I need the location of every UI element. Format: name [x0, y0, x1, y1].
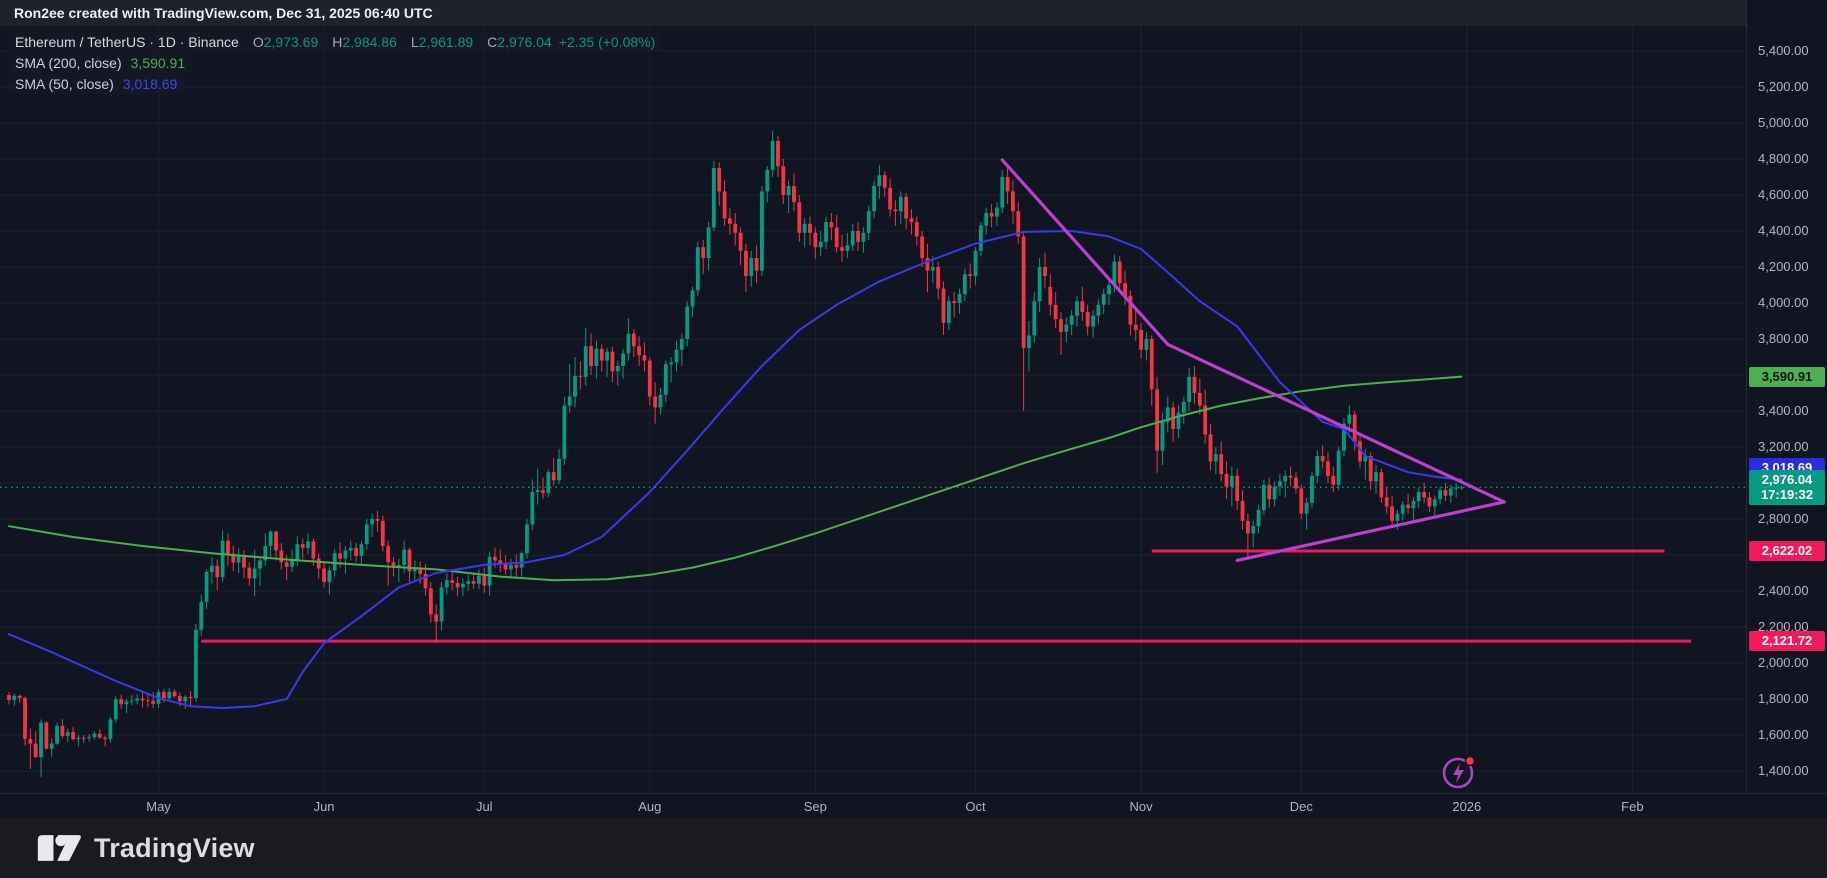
- indicator-row-sma200[interactable]: SMA (200, close) 3,590.91: [8, 53, 193, 73]
- price-tick: 5,400.00: [1758, 43, 1809, 58]
- attribution-text: Ron2ee created with TradingView.com, Dec…: [14, 5, 433, 21]
- price-tick: 4,200.00: [1758, 259, 1809, 274]
- indicator-label: SMA (50, close): [15, 76, 114, 92]
- price-tick: 4,600.00: [1758, 187, 1809, 202]
- time-label: 2026: [1452, 799, 1482, 814]
- price-tag: 2,622.02: [1749, 541, 1825, 562]
- price-tick: 2,200.00: [1758, 619, 1809, 634]
- price-tick: 4,400.00: [1758, 223, 1809, 238]
- time-label: Dec: [1289, 799, 1313, 814]
- price-tick: 2,000.00: [1758, 655, 1809, 670]
- price-tick: 3,400.00: [1758, 403, 1809, 418]
- time-label: Oct: [965, 799, 986, 814]
- price-tag: 2,976.04 17:19:32: [1749, 469, 1825, 505]
- indicator-value: 3,590.91: [130, 55, 186, 71]
- ascending-trendline: [1235, 500, 1506, 562]
- price-tick: 3,800.00: [1758, 331, 1809, 346]
- time-label: May: [146, 799, 171, 814]
- descending-trendline: [1000, 158, 1506, 504]
- indicator-value: 3,018.69: [122, 76, 178, 92]
- time-label: Sep: [803, 799, 827, 814]
- price-tick: 4,800.00: [1758, 151, 1809, 166]
- symbol-legend-row[interactable]: Ethereum / TetherUS · 1D · Binance O2,97…: [8, 32, 663, 52]
- symbol-title: Ethereum / TetherUS · 1D · Binance: [15, 34, 239, 50]
- indicator-label: SMA (200, close): [15, 55, 122, 71]
- price-tick: 1,800.00: [1758, 691, 1809, 706]
- price-scale[interactable]: 5,400.00 5,200.00 5,000.00 4,800.00 4,600.00…: [1746, 0, 1827, 818]
- time-label: Aug: [638, 799, 662, 814]
- price-tick: 1,400.00: [1758, 763, 1809, 778]
- tradingview-logo-icon[interactable]: [36, 828, 82, 868]
- tradingview-footer: TradingView: [0, 818, 1827, 878]
- attribution-bar: Ron2ee created with TradingView.com, Dec…: [0, 0, 1827, 26]
- change-value: +2.35 (+0.08%): [558, 34, 656, 50]
- price-tag: 3,590.91: [1749, 366, 1825, 387]
- time-label: Jul: [475, 799, 493, 814]
- price-tick: 5,000.00: [1758, 115, 1809, 130]
- price-tag: 2,121.72: [1749, 631, 1825, 652]
- chart-legend: Ethereum / TetherUS · 1D · Binance O2,97…: [8, 32, 663, 95]
- tradingview-logo-text[interactable]: TradingView: [94, 832, 255, 863]
- price-tick: 2,400.00: [1758, 583, 1809, 598]
- indicator-row-sma50[interactable]: SMA (50, close) 3,018.69: [8, 74, 185, 94]
- price-tick: 2,800.00: [1758, 511, 1809, 526]
- price-tick: 1,600.00: [1758, 727, 1809, 742]
- lightning-event-icon[interactable]: [1439, 752, 1479, 797]
- time-label: Jun: [313, 799, 335, 814]
- price-tick: 5,200.00: [1758, 79, 1809, 94]
- time-scale[interactable]: May Jun Jul Aug Sep Oct Nov Dec 2026 Feb: [0, 755, 1827, 819]
- time-label: Feb: [1621, 799, 1644, 814]
- price-tick: 3,200.00: [1758, 439, 1809, 454]
- price-tick: 4,000.00: [1758, 295, 1809, 310]
- chart-area[interactable]: Ethereum / TetherUS · 1D · Binance O2,97…: [0, 0, 1827, 819]
- ohlc-values: O2,973.69 H2,984.86 L2,961.89 C2,976.04 +2.3…: [252, 34, 656, 50]
- countdown-timer: 17:19:32: [1760, 486, 1814, 502]
- time-label: Nov: [1129, 799, 1153, 814]
